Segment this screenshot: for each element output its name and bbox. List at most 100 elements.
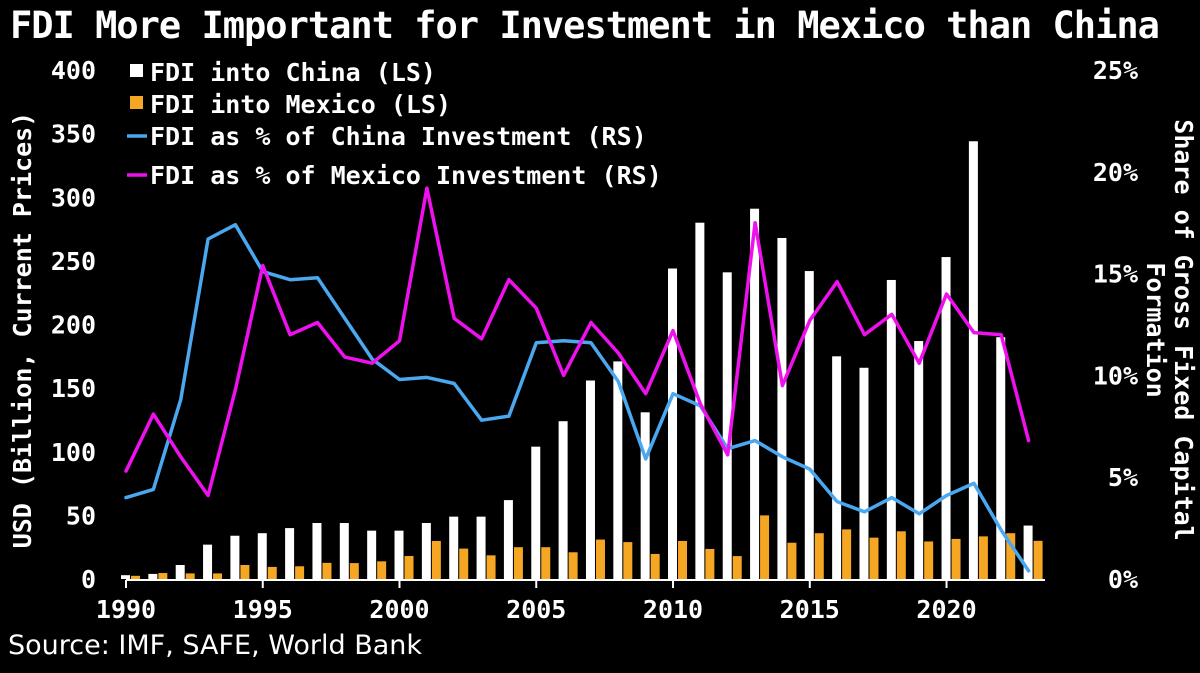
bar-china-2003: [476, 516, 486, 579]
y2-axis-label-line2: Formation: [1141, 262, 1170, 397]
y-tick-label: 400: [51, 56, 96, 85]
bar-mexico-2000: [404, 555, 414, 579]
legend-swatch-1: [130, 96, 143, 109]
bar-china-1996: [285, 528, 295, 579]
x-tick-label: 2005: [506, 595, 566, 624]
legend-label-1: FDI into Mexico (LS): [150, 90, 451, 119]
bar-china-1994: [230, 535, 240, 579]
bar-mexico-2018: [896, 531, 906, 579]
bar-china-2005: [531, 446, 541, 579]
y-tick-label: 350: [51, 120, 96, 149]
bar-mexico-2011: [705, 548, 715, 579]
bar-mexico-2010: [678, 540, 688, 579]
y-tick-label: 0: [81, 565, 96, 594]
bar-mexico-2001: [431, 540, 441, 579]
bar-china-2008: [613, 361, 623, 579]
y-tick-label: 50: [66, 501, 96, 530]
bar-china-1997: [312, 523, 322, 579]
bars-layer: [121, 141, 1043, 579]
bar-mexico-1992: [185, 573, 195, 579]
legend-label-0: FDI into China (LS): [150, 58, 436, 87]
bar-mexico-2002: [459, 548, 469, 579]
bar-mexico-2005: [541, 547, 551, 579]
x-tick-label: 2000: [369, 595, 429, 624]
bar-china-2019: [914, 341, 924, 579]
bar-mexico-2019: [924, 541, 934, 579]
bar-china-1993: [203, 544, 213, 579]
bar-mexico-2017: [869, 537, 879, 579]
bar-china-2006: [558, 421, 568, 579]
bar-china-2017: [859, 367, 869, 579]
line-china-share: [124, 222, 1031, 573]
bar-mexico-1996: [295, 566, 305, 579]
bar-mexico-2022: [1006, 533, 1016, 579]
y2-tick-label: 10%: [1093, 361, 1138, 390]
bar-mexico-2006: [568, 552, 578, 579]
bar-mexico-2020: [951, 538, 961, 579]
bar-mexico-2012: [732, 556, 742, 579]
bar-china-2013: [750, 208, 760, 579]
chart-title: FDI More Important for Investment in Mex…: [10, 4, 1160, 47]
bar-china-2004: [503, 500, 513, 579]
bar-china-2020: [941, 257, 951, 579]
bar-china-2018: [886, 279, 896, 579]
bar-mexico-2009: [650, 553, 660, 579]
y-tick-label: 100: [51, 438, 96, 467]
bar-china-2000: [394, 530, 404, 579]
bar-mexico-2023: [1033, 540, 1043, 579]
bar-mexico-1990: [131, 575, 140, 579]
y2-tick-label: 15%: [1093, 260, 1138, 289]
y-tick-label: 250: [51, 247, 96, 276]
bar-china-1992: [175, 565, 185, 579]
bar-mexico-2003: [486, 555, 496, 579]
bar-mexico-1997: [322, 562, 332, 579]
legend-label-2: FDI as % of China Investment (RS): [150, 122, 647, 151]
x-tick-label: 1990: [96, 595, 156, 624]
bar-china-1990: [121, 575, 130, 579]
bar-mexico-2008: [623, 542, 633, 579]
y-tick-label: 300: [51, 183, 96, 212]
bar-china-1999: [367, 530, 377, 579]
bar-china-1998: [339, 523, 349, 579]
bar-mexico-1995: [267, 566, 277, 579]
bar-mexico-2014: [787, 542, 797, 579]
x-tick-label: 1995: [233, 595, 293, 624]
y-tick-label: 150: [51, 374, 96, 403]
bar-china-2012: [722, 272, 732, 579]
line-mexico-share: [124, 186, 1031, 498]
source-note: Source: IMF, SAFE, World Bank: [8, 630, 423, 661]
y2-axis-label-line1: Share of Gross Fixed Capital: [1169, 119, 1198, 540]
y2-tick-label: 5%: [1108, 463, 1138, 492]
y-axis-label: USD (Billion, Current Prices): [8, 112, 37, 549]
bar-mexico-2013: [760, 515, 770, 579]
x-tick-label: 2015: [780, 595, 840, 624]
y-tick-label: 200: [51, 311, 96, 340]
bar-china-2002: [449, 516, 459, 579]
bar-china-2021: [968, 141, 978, 579]
bar-mexico-1991: [158, 573, 168, 579]
bar-china-2022: [996, 337, 1006, 579]
bar-mexico-1999: [377, 561, 387, 579]
x-tick-label: 2010: [643, 595, 703, 624]
bar-china-2015: [804, 271, 814, 579]
y2-tick-label: 20%: [1093, 158, 1138, 187]
bar-mexico-2015: [814, 533, 824, 579]
bar-china-2023: [1023, 525, 1033, 579]
bar-china-2010: [668, 268, 678, 579]
y2-tick-label: 0%: [1108, 565, 1138, 594]
bar-china-2009: [640, 412, 650, 579]
bar-mexico-2004: [513, 547, 523, 579]
bar-china-1995: [257, 533, 267, 579]
bar-mexico-2007: [595, 539, 605, 579]
bar-mexico-2016: [842, 529, 852, 579]
x-tick-label: 2020: [916, 595, 976, 624]
bar-mexico-2021: [978, 536, 988, 579]
bar-china-2001: [421, 523, 431, 579]
y2-tick-label: 25%: [1093, 56, 1138, 85]
bar-mexico-1993: [213, 573, 223, 579]
legend-label-3: FDI as % of Mexico Investment (RS): [150, 161, 662, 190]
legend: FDI into China (LS) FDI into Mexico (LS) F…: [127, 58, 662, 190]
lines-layer: [124, 186, 1031, 573]
bar-mexico-1994: [240, 565, 250, 579]
